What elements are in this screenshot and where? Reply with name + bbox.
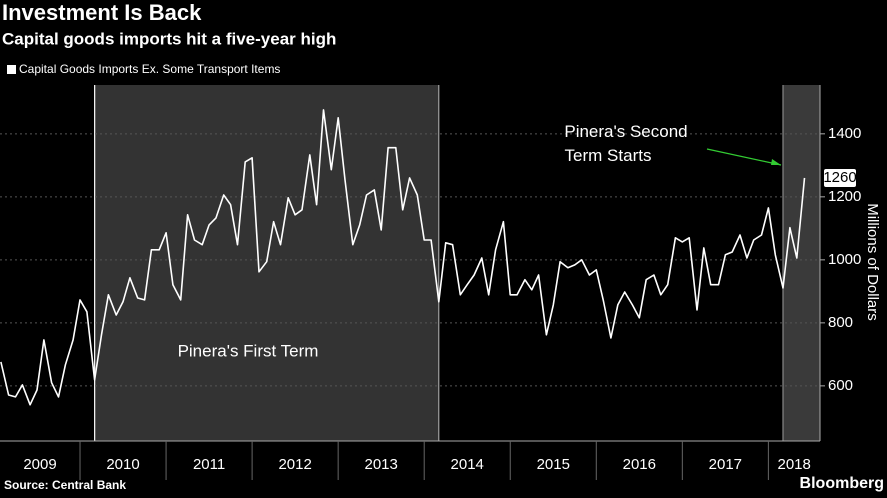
series-line: [0, 109, 806, 406]
y-tick-label: 1000: [828, 251, 861, 268]
brand: Bloomberg: [800, 475, 884, 492]
y-axis-label: Millions of Dollars: [864, 203, 881, 321]
x-tick-label: 2014: [451, 456, 484, 473]
annotation: Pinera's Second Term Starts: [564, 122, 687, 165]
y-tick-label: 600: [828, 377, 853, 394]
annotation-line: Pinera's Second: [564, 122, 687, 141]
annotation-arrow: [706, 148, 782, 166]
shaded-region: [94, 85, 439, 441]
x-tick-label: 2016: [623, 456, 656, 473]
y-tick-label: 1400: [828, 125, 861, 142]
y-tick-label: 800: [828, 314, 853, 331]
y-tick-label: 1200: [828, 188, 861, 205]
x-tick-label: 2011: [193, 456, 225, 473]
x-tick-label: 2018: [777, 456, 810, 473]
region-label: Pinera's First Term: [178, 341, 319, 360]
last-value-label: 1260: [823, 169, 856, 186]
legend-swatch: [7, 65, 16, 74]
last-value-box: [824, 168, 856, 187]
annotation-line: Term Starts: [565, 146, 652, 165]
chart-title: Investment Is Back: [2, 0, 202, 25]
annotation-arrowhead: [771, 159, 782, 165]
legend-label: Capital Goods Imports Ex. Some Transport…: [19, 62, 280, 76]
source: Source: Central Bank: [4, 478, 126, 492]
x-tick-label: 2013: [364, 456, 397, 473]
x-tick-label: 2009: [23, 456, 56, 473]
x-tick-label: 2015: [537, 456, 570, 473]
shaded-region: [783, 85, 820, 441]
x-tick-label: 2017: [709, 456, 742, 473]
chart-subtitle: Capital goods imports hit a five-year hi…: [2, 29, 336, 48]
x-tick-label: 2010: [106, 456, 139, 473]
x-tick-label: 2012: [278, 456, 311, 473]
